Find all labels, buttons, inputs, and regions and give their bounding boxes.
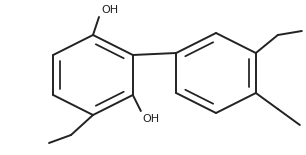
Text: OH: OH — [101, 5, 118, 15]
Text: OH: OH — [143, 114, 160, 124]
